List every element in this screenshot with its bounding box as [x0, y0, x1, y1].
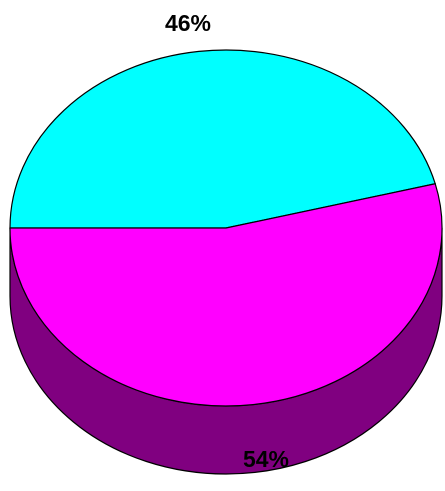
slice-1 — [9, 183, 443, 407]
slice-label-cyan: 46% — [165, 10, 211, 36]
slice-label-magenta: 54% — [243, 446, 289, 472]
pie-slices — [9, 49, 443, 407]
slice-0 — [9, 49, 436, 229]
